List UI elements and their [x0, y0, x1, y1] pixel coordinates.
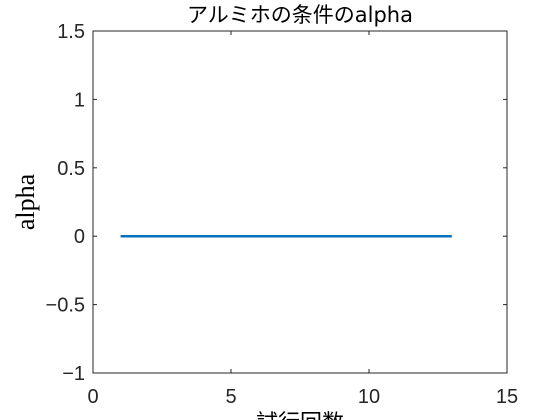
y-axis-label: alpha: [11, 173, 40, 230]
x-tick-label: 0: [87, 386, 98, 408]
axis-ticks: 0 5 10 15 −1 −0.5 0 0.5 1 1.5: [46, 21, 519, 408]
y-tick-label: 1: [74, 89, 85, 111]
y-tick-label: −0.5: [46, 295, 85, 317]
chart-title: アルミホの条件のalpha: [187, 3, 413, 27]
x-tick-label: 10: [358, 386, 380, 408]
plot-area: [92, 30, 508, 374]
x-tick-label: 15: [496, 386, 518, 408]
y-tick-label: 1.5: [57, 21, 85, 43]
y-tick-label: −1: [62, 363, 85, 385]
y-tick-label: 0.5: [57, 158, 85, 180]
x-tick-label: 5: [225, 386, 236, 408]
y-tick-label: 0: [74, 226, 85, 248]
x-axis-label: 試行回数: [256, 411, 344, 420]
